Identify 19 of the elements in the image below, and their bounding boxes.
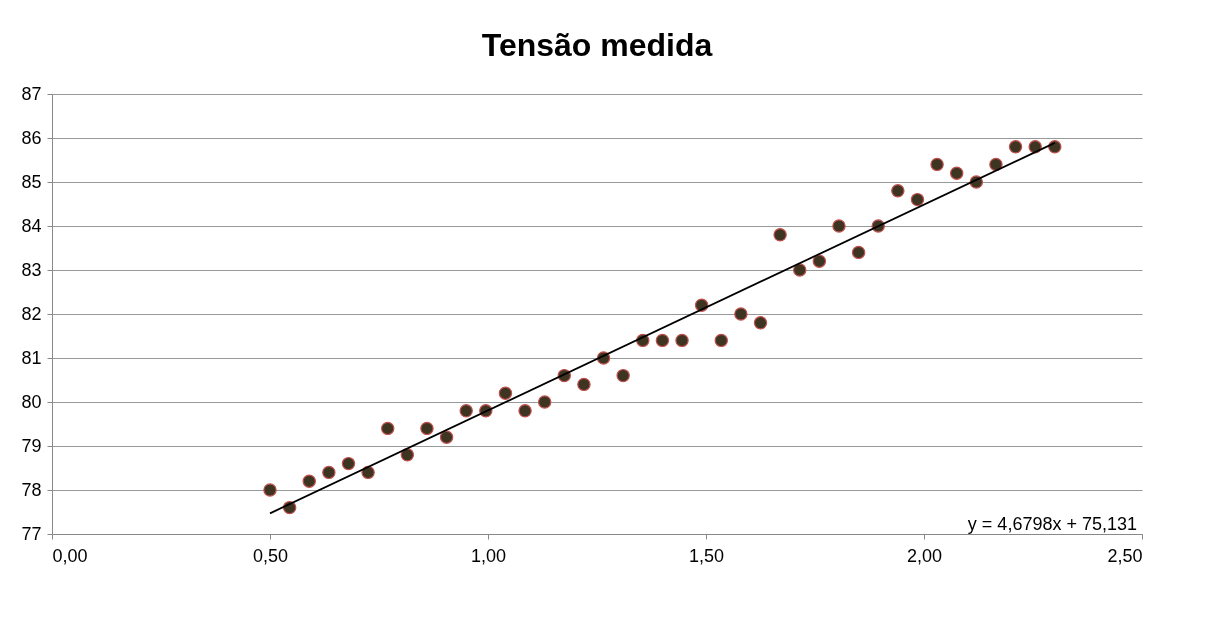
y-tick-label: 87: [21, 83, 42, 104]
y-tick-label: 83: [21, 259, 42, 280]
x-tick-label: 2,50: [1107, 545, 1143, 566]
y-tick-label: 79: [21, 435, 42, 456]
x-tick-label: 2,00: [906, 545, 943, 566]
y-tick-label: 86: [21, 127, 42, 148]
annotation: y = 4,6798x + 75,131: [967, 514, 1137, 534]
y-tick-label: 81: [21, 347, 42, 368]
x-tick-label: 0,00: [52, 545, 88, 566]
y-tick-label: 84: [21, 215, 42, 236]
x-tick-label: 1,50: [688, 545, 725, 566]
x-tick-label: 0,50: [252, 545, 289, 566]
y-tick-label: 82: [21, 303, 42, 324]
y-tick-label: 80: [21, 391, 42, 412]
y-tick-label: 85: [21, 171, 42, 192]
x-tick-label: 1,00: [470, 545, 507, 566]
y-tick-label: 77: [21, 523, 42, 544]
chart-title: Tensão medida: [481, 27, 713, 63]
y-tick-label: 78: [21, 479, 42, 500]
